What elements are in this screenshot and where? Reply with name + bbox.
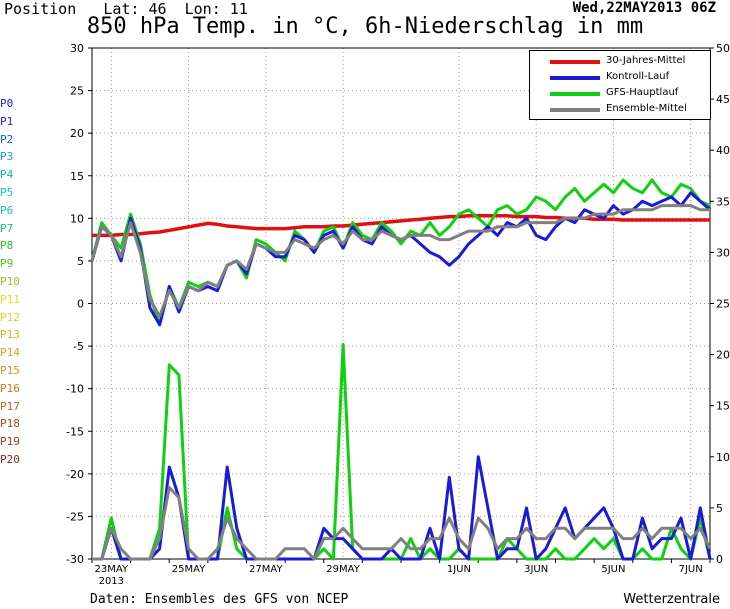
member-label-p7: P7 [0, 221, 14, 235]
legend: 30-Jahres-Mittel Kontroll-Lauf GFS-Haupt… [529, 50, 711, 120]
legend-swatch-mean30 [550, 60, 600, 64]
data-credit: Daten: Ensembles des GFS von NCEP [90, 592, 349, 607]
legend-item-mean30: 30-Jahres-Mittel [530, 55, 710, 69]
left-axis-tick-label: 25 [70, 85, 84, 98]
x-axis-tick-label: 25MAY [172, 564, 206, 575]
position-label: Position Lat: 46 Lon: 11 [4, 0, 248, 18]
member-label-p13: P13 [0, 328, 20, 342]
x-axis-tick-label: 29MAY [326, 564, 360, 575]
right-axis-tick-label: 35 [716, 195, 730, 208]
legend-label-mean30: 30-Jahres-Mittel [606, 55, 686, 66]
member-label-p18: P18 [0, 417, 20, 431]
x-axis-tick-label: 1JUN [447, 564, 471, 575]
left-axis-tick-label: -30 [66, 553, 84, 566]
member-label-p12: P12 [0, 310, 20, 324]
member-label-p17: P17 [0, 399, 20, 413]
left-axis-tick-label: -5 [73, 340, 84, 353]
member-label-p10: P10 [0, 275, 20, 288]
x-axis-year-label: 2013 [99, 576, 124, 587]
member-label-p1: P1 [0, 114, 14, 128]
right-axis-tick-label: 50 [716, 42, 730, 55]
source-credit: Wetterzentrale [623, 592, 720, 607]
x-axis-tick-label: 5JUN [601, 564, 625, 575]
legend-item-ensmean: Ensemble-Mittel [530, 103, 710, 117]
right-axis-tick-label: 10 [716, 451, 730, 464]
member-label-p4: P4 [0, 168, 14, 182]
member-label-p8: P8 [0, 239, 14, 253]
left-axis-tick-label: 30 [70, 42, 84, 55]
left-axis-tick-label: 10 [70, 212, 84, 225]
member-label-p0: P0 [0, 97, 14, 110]
left-axis-tick-label: -20 [66, 468, 84, 481]
series-line-ensemble-mittel-temp- [90, 204, 710, 318]
position-text: Position [4, 0, 77, 18]
right-axis-tick-label: 0 [716, 553, 723, 566]
right-axis-tick-label: 5 [716, 502, 723, 515]
left-axis-tick-label: 15 [70, 170, 84, 183]
member-label-p20: P20 [0, 453, 20, 466]
member-label-p14: P14 [0, 346, 20, 360]
legend-swatch-gfs [550, 92, 600, 96]
member-label-p16: P16 [0, 381, 20, 395]
member-label-p11: P11 [0, 292, 20, 306]
series-line-ensemble-mittel-niederschlag- [92, 486, 712, 561]
lat-label: Lat: 46 [103, 0, 167, 18]
legend-swatch-ensmean [550, 108, 600, 112]
left-axis-tick-label: -15 [66, 425, 84, 438]
left-axis-tick-label: 0 [77, 298, 84, 311]
left-axis-tick-label: -25 [66, 510, 84, 523]
chart-title: 850 hPa Temp. in °C, 6h-Niederschlag in … [86, 14, 644, 39]
legend-label-ensmean: Ensemble-Mittel [606, 103, 687, 114]
member-label-p15: P15 [0, 364, 20, 377]
series-line-kontroll-lauf-niederschlag- [92, 455, 712, 561]
legend-item-control: Kontroll-Lauf [530, 71, 710, 85]
right-axis-tick-label: 40 [716, 144, 730, 157]
x-axis-tick-label: 23MAY [95, 564, 129, 575]
left-axis-tick-label: 20 [70, 127, 84, 140]
x-axis-tick-label: 27MAY [249, 564, 283, 575]
legend-item-gfs: GFS-Hauptlauf [530, 87, 710, 101]
right-axis-tick-label: 15 [716, 400, 730, 413]
left-axis-tick-label: 5 [77, 255, 84, 268]
legend-swatch-control [550, 76, 600, 80]
member-label-p19: P19 [0, 435, 20, 449]
member-label-p5: P5 [0, 186, 14, 199]
right-axis-tick-label: 30 [716, 246, 730, 259]
right-axis-tick-label: 25 [716, 298, 730, 311]
right-axis-tick-label: 45 [716, 93, 730, 106]
legend-label-gfs: GFS-Hauptlauf [606, 87, 679, 98]
member-label-p6: P6 [0, 203, 14, 217]
series-line-gfs-hauptlauf-temp- [90, 178, 711, 327]
x-axis-tick-label: 7JUN [679, 564, 703, 575]
run-datestamp: Wed,22MAY2013 06Z [572, 0, 716, 16]
member-label-p3: P3 [0, 150, 14, 164]
x-axis-tick-label: 3JUN [524, 564, 548, 575]
lon-label: Lon: 11 [184, 0, 248, 18]
right-axis-tick-label: 20 [716, 349, 730, 362]
legend-label-control: Kontroll-Lauf [606, 71, 670, 82]
member-label-p2: P2 [0, 132, 14, 146]
member-label-p9: P9 [0, 257, 14, 271]
series-line-30-jahres-mittel [92, 214, 710, 238]
left-axis-tick-label: -10 [66, 383, 84, 396]
